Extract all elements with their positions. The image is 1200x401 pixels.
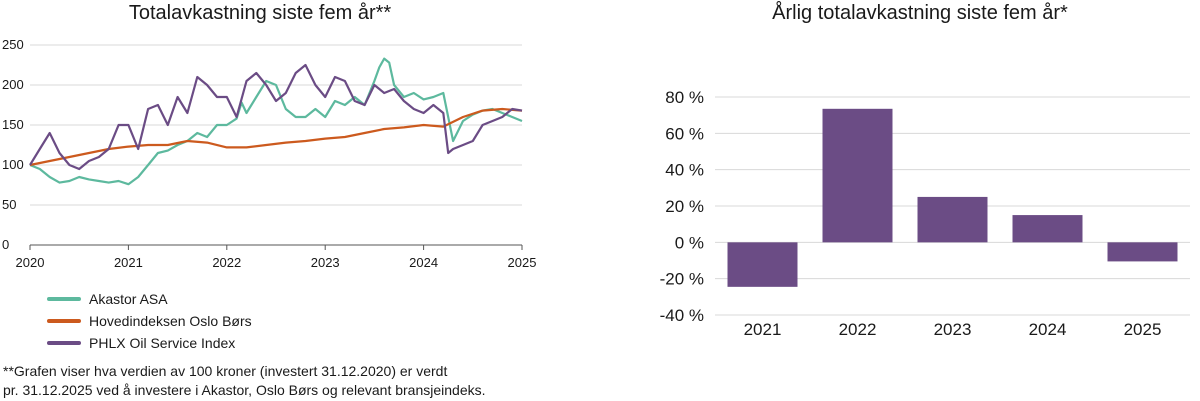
- legend-item-oslo-bors: Hovedindeksen Oslo Børs: [47, 310, 252, 332]
- y-tick-label: 50: [2, 197, 16, 212]
- bar-2021: [727, 242, 798, 287]
- y-tick-label: 150: [2, 117, 24, 132]
- legend-label-akastor: Akastor ASA: [89, 291, 168, 307]
- bar-chart-title: Årlig totalavkastning siste fem år*: [772, 2, 1068, 24]
- x-tick-label: 2021: [114, 255, 143, 270]
- footnote: **Grafen viser hva verdien av 100 kroner…: [3, 362, 563, 400]
- line-chart-legend: Akastor ASA Hovedindeksen Oslo Børs PHLX…: [47, 288, 252, 354]
- legend-item-phlx: PHLX Oil Service Index: [47, 332, 252, 354]
- x-tick-label: 2023: [934, 320, 972, 339]
- legend-label-phlx: PHLX Oil Service Index: [89, 335, 236, 351]
- y-tick-label: 0: [2, 237, 9, 252]
- footnote-line-1: **Grafen viser hva verdien av 100 kroner…: [3, 363, 448, 379]
- y-tick-label: 40 %: [665, 161, 704, 180]
- x-tick-label: 2021: [744, 320, 782, 339]
- y-tick-label: 80 %: [665, 88, 704, 107]
- footnote-line-2: pr. 31.12.2025 ved å investere i Akastor…: [3, 382, 486, 398]
- bar-2024: [1012, 215, 1083, 243]
- bar-2022: [822, 108, 893, 243]
- x-tick-label: 2024: [409, 255, 438, 270]
- x-tick-label: 2025: [1124, 320, 1162, 339]
- legend-swatch-akastor: [47, 297, 81, 301]
- series-line-oslo-bors: [29, 107, 523, 167]
- line-chart-title: Totalavkastning siste fem år**: [128, 2, 392, 24]
- legend-swatch-phlx: [47, 341, 81, 345]
- y-tick-label: 100: [2, 157, 24, 172]
- line-chart: 0 50 100 150 200 250 2020 2021 2022 2023 2024 2025: [2, 37, 537, 270]
- y-tick-label: 0 %: [675, 233, 704, 252]
- x-tick-label: 2025: [508, 255, 537, 270]
- x-tick-label: 2023: [311, 255, 340, 270]
- bar-2023: [917, 196, 988, 243]
- y-tick-label: 60 %: [665, 124, 704, 143]
- y-tick-label: 250: [2, 37, 24, 52]
- y-tick-label: -20 %: [660, 270, 704, 289]
- x-tick-label: 2022: [839, 320, 877, 339]
- x-tick-label: 2022: [212, 255, 241, 270]
- bar-chart: -40 % -20 % 0 % 20 % 40 % 60 % 80 % 2021 2022 202…: [660, 88, 1190, 339]
- x-tick-label: 2024: [1029, 320, 1067, 339]
- y-tick-label: 200: [2, 77, 24, 92]
- series-line-phlx: [29, 63, 523, 171]
- y-tick-label: -40 %: [660, 306, 704, 325]
- y-tick-label: 20 %: [665, 197, 704, 216]
- legend-swatch-oslo-bors: [47, 319, 81, 323]
- bar-2025: [1107, 242, 1178, 262]
- x-tick-label: 2020: [16, 255, 45, 270]
- legend-item-akastor: Akastor ASA: [47, 288, 252, 310]
- legend-label-oslo-bors: Hovedindeksen Oslo Børs: [89, 313, 252, 329]
